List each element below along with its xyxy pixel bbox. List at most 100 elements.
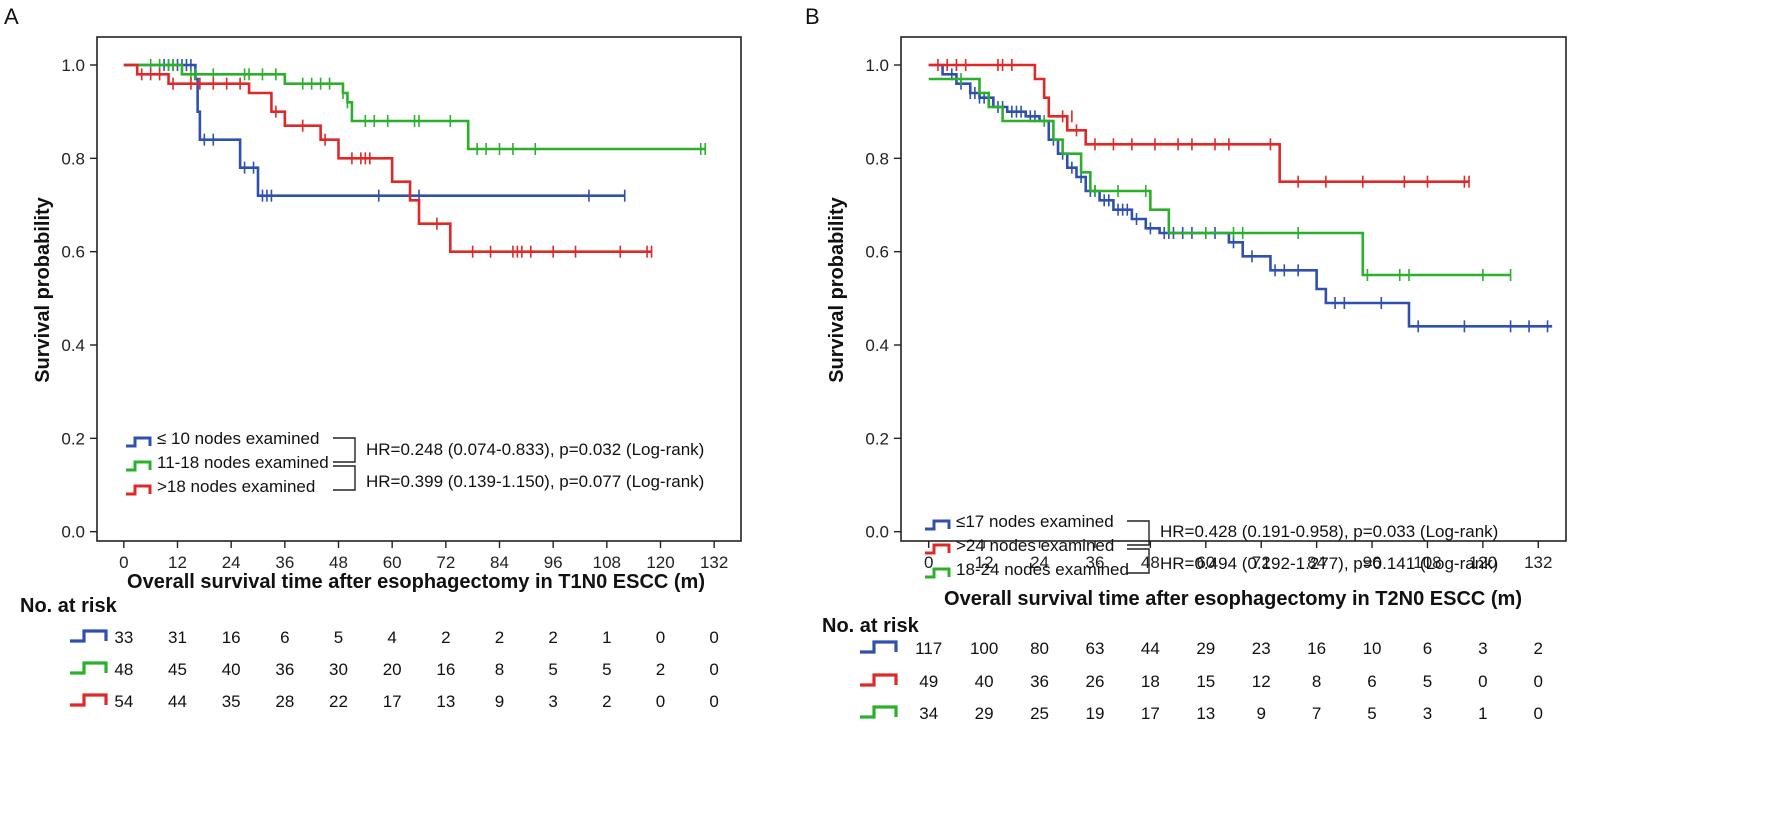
panel-a-risk-rows: 33 31 16 6 5 4 2 2 2 1 0 048 45 40 36 30 20 16 8 5 5 2 054 44 35…: [70, 628, 719, 711]
panel-b-curves: [928, 59, 1553, 333]
risk-count: 20: [383, 660, 402, 679]
risk-count: 0: [709, 660, 718, 679]
panel-a-x-axis-label: Overall survival time after esophagectom…: [127, 571, 705, 593]
risk-count: 6: [1423, 639, 1432, 658]
risk-count: 9: [495, 692, 504, 711]
km-curve-0: [928, 63, 1553, 328]
risk-row-swatch: [70, 693, 108, 707]
hr-annotation-2: HR=0.494 (0.192-1.277), p=0.141 (Log-ran…: [1160, 554, 1498, 573]
y-tick-label: 0.0: [865, 523, 889, 542]
risk-count: 1: [602, 628, 611, 647]
risk-count: 100: [970, 639, 998, 658]
risk-count: 13: [1196, 704, 1215, 723]
x-tick-label: 132: [1524, 553, 1552, 572]
panel-b-risk-table: No. at risk 117 100 80 63 44 29 23 16 10 6 3 249 40 3…: [822, 615, 1543, 723]
risk-count: 3: [1478, 639, 1487, 658]
risk-count: 5: [602, 660, 611, 679]
km-curve-1: [123, 63, 706, 151]
panel-a-x-axis: 0 12 24 36 48 60 72 84 96 108 120 132: [119, 541, 728, 572]
legend-swatch-le17: [925, 519, 951, 531]
risk-count: 2: [656, 660, 665, 679]
legend-label-gt24: >24 nodes examined: [956, 536, 1114, 555]
hr-annotation-1: HR=0.248 (0.074-0.833), p=0.032 (Log-ran…: [366, 440, 704, 459]
legend-label-le10: ≤ 10 nodes examined: [157, 429, 319, 448]
y-tick-label: 0.8: [61, 149, 85, 168]
risk-row-swatch: [860, 640, 898, 654]
risk-table-title: No. at risk: [20, 595, 118, 617]
risk-count: 2: [495, 628, 504, 647]
risk-count: 6: [280, 628, 289, 647]
x-tick-label: 108: [1413, 553, 1441, 572]
panel-b-x-axis-label: Overall survival time after esophagectom…: [944, 588, 1522, 610]
x-tick-label: 84: [490, 553, 509, 572]
risk-count: 17: [383, 692, 402, 711]
km-curve-2: [928, 77, 1511, 277]
risk-count: 0: [709, 692, 718, 711]
panel-a-label: A: [4, 4, 19, 29]
legend-bracket-1: [333, 437, 356, 463]
risk-count: 1: [1478, 704, 1487, 723]
y-tick-label: 0.0: [61, 523, 85, 542]
risk-count: 3: [548, 692, 557, 711]
panel-a-y-axis: 0.0 0.2 0.4 0.6 0.8 1.0: [61, 56, 97, 542]
risk-count: 5: [1423, 672, 1432, 691]
risk-count: 18: [1141, 672, 1160, 691]
risk-count: 8: [495, 660, 504, 679]
x-tick-label: 12: [168, 553, 187, 572]
legend-label-le17: ≤17 nodes examined: [956, 512, 1114, 531]
x-tick-label: 24: [222, 553, 241, 572]
risk-count: 49: [919, 672, 938, 691]
risk-count: 9: [1256, 704, 1265, 723]
risk-count: 5: [1367, 704, 1376, 723]
risk-count: 48: [114, 660, 133, 679]
panel-b: B 0.00.20.40.60.81.0 0 12 24 36 48 60 72 84 96 10…: [805, 4, 1567, 723]
panel-b-risk-rows: 117 100 80 63 44 29 23 16 10 6 3 249 40 36 26 18 15 12 8 6 5…: [860, 639, 1543, 723]
legend-bracket-1: [1127, 520, 1150, 546]
x-tick-label: 120: [1469, 553, 1497, 572]
x-tick-label: 120: [646, 553, 674, 572]
km-curve-1: [928, 63, 1470, 183]
risk-count: 23: [1252, 639, 1271, 658]
risk-count: 30: [329, 660, 348, 679]
risk-count: 15: [1196, 672, 1215, 691]
risk-count: 12: [1252, 672, 1271, 691]
risk-count: 2: [548, 628, 557, 647]
risk-count: 26: [1085, 672, 1104, 691]
risk-row-swatch: [70, 629, 108, 643]
y-tick-label: 1.0: [61, 56, 85, 75]
risk-count: 16: [1307, 639, 1326, 658]
risk-count: 0: [1534, 672, 1543, 691]
x-tick-label: 0: [119, 553, 128, 572]
x-tick-label: 12: [975, 553, 994, 572]
risk-count: 44: [1141, 639, 1160, 658]
panel-b-label: B: [805, 4, 820, 29]
x-tick-label: 132: [700, 553, 728, 572]
x-tick-label: 72: [436, 553, 455, 572]
legend-swatch-11-18: [126, 460, 152, 472]
risk-table-title: No. at risk: [822, 615, 920, 637]
panel-b-legend: ≤17 nodes examined >24 nodes examined 18…: [925, 512, 1498, 579]
risk-count: 34: [919, 704, 938, 723]
panel-a-legend: ≤ 10 nodes examined 11-18 nodes examined…: [126, 429, 704, 496]
risk-count: 10: [1363, 639, 1382, 658]
risk-count: 2: [602, 692, 611, 711]
risk-count: 28: [275, 692, 294, 711]
legend-label-18-24: 18-24 nodes examined: [956, 560, 1129, 579]
legend-bracket-2: [1127, 548, 1150, 574]
y-tick-label: 0.4: [865, 336, 889, 355]
legend-label-11-18: 11-18 nodes examined: [157, 453, 329, 472]
risk-count: 45: [168, 660, 187, 679]
y-tick-label: 0.4: [61, 336, 85, 355]
risk-count: 16: [436, 660, 455, 679]
legend-swatch-18-24: [925, 567, 951, 579]
legend-swatch-gt18: [126, 484, 152, 496]
risk-count: 8: [1312, 672, 1321, 691]
risk-row-swatch: [860, 705, 898, 719]
x-tick-label: 84: [1307, 553, 1326, 572]
risk-count: 33: [114, 628, 133, 647]
x-tick-label: 72: [1252, 553, 1271, 572]
risk-count: 80: [1030, 639, 1049, 658]
x-tick-label: 108: [593, 553, 621, 572]
risk-count: 19: [1085, 704, 1104, 723]
